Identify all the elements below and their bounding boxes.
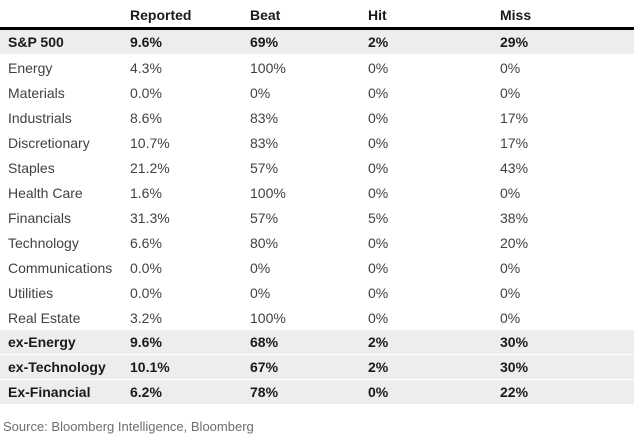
cell-hit: 0% [368, 59, 389, 76]
cell-beat: 83% [250, 109, 279, 126]
cell-miss: 30% [500, 334, 529, 350]
cell-miss: 17% [500, 134, 529, 151]
cell-reported: 4.3% [130, 59, 162, 76]
cell-hit: 2% [368, 359, 389, 375]
cell-miss: 0% [500, 309, 521, 326]
cell-miss: 29% [500, 34, 529, 50]
cell-hit: 0% [368, 234, 389, 251]
cell-miss: 20% [500, 234, 529, 251]
cell-hit: 2% [368, 334, 389, 350]
cell-reported: 10.7% [130, 134, 170, 151]
cell-beat: 69% [250, 34, 279, 50]
cell-beat: 57% [250, 209, 279, 226]
cell-beat: 100% [250, 309, 286, 326]
table-row: Staples 21.2% 57% 0% 43% [0, 155, 634, 180]
cell-sector-label: Staples [8, 159, 55, 176]
cell-beat: 57% [250, 159, 279, 176]
table-row: Communications 0.0% 0% 0% 0% [0, 255, 634, 280]
cell-beat: 100% [250, 59, 286, 76]
cell-hit: 0% [368, 134, 389, 151]
cell-hit: 0% [368, 384, 389, 400]
cell-sector-label: S&P 500 [8, 34, 64, 50]
table-row: Ex-Financial 6.2% 78% 0% 22% [0, 380, 634, 405]
cell-sector-label: Real Estate [8, 309, 81, 326]
table-row: Discretionary 10.7% 83% 0% 17% [0, 130, 634, 155]
column-header-beat: Beat [250, 6, 281, 23]
cell-miss: 0% [500, 259, 521, 276]
table-row: ex-Energy 9.6% 68% 2% 30% [0, 330, 634, 355]
table-row: Real Estate 3.2% 100% 0% 0% [0, 305, 634, 330]
cell-hit: 5% [368, 209, 389, 226]
cell-hit: 0% [368, 184, 389, 201]
table-row: Materials 0.0% 0% 0% 0% [0, 80, 634, 105]
cell-beat: 0% [250, 284, 271, 301]
column-header-miss: Miss [500, 6, 532, 23]
cell-miss: 0% [500, 59, 521, 76]
cell-miss: 0% [500, 284, 521, 301]
table-body: S&P 500 9.6% 69% 2% 29% Energy 4.3% 100%… [0, 30, 634, 405]
cell-reported: 1.6% [130, 184, 162, 201]
cell-hit: 0% [368, 84, 389, 101]
cell-hit: 0% [368, 259, 389, 276]
cell-miss: 0% [500, 184, 521, 201]
column-header-reported: Reported [130, 6, 192, 23]
cell-reported: 0.0% [130, 259, 162, 276]
cell-sector-label: Technology [8, 234, 79, 251]
cell-sector-label: Utilities [8, 284, 54, 301]
cell-sector-label: ex-Energy [8, 334, 76, 350]
table-row: Technology 6.6% 80% 0% 20% [0, 230, 634, 255]
cell-reported: 21.2% [130, 159, 170, 176]
cell-beat: 0% [250, 259, 271, 276]
cell-hit: 0% [368, 109, 389, 126]
earnings-table: Reported Beat Hit Miss S&P 500 9.6% 69% … [0, 2, 634, 405]
cell-reported: 6.6% [130, 234, 162, 251]
cell-reported: 9.6% [130, 334, 162, 350]
cell-beat: 83% [250, 134, 279, 151]
cell-reported: 8.6% [130, 109, 162, 126]
cell-sector-label: Discretionary [8, 134, 90, 151]
table-row: Utilities 0.0% 0% 0% 0% [0, 280, 634, 305]
cell-reported: 0.0% [130, 284, 162, 301]
cell-miss: 22% [500, 384, 529, 400]
cell-miss: 43% [500, 159, 529, 176]
cell-sector-label: Industrials [8, 109, 72, 126]
cell-hit: 0% [368, 309, 389, 326]
cell-sector-label: Financials [8, 209, 72, 226]
cell-hit: 0% [368, 159, 389, 176]
cell-beat: 0% [250, 84, 271, 101]
column-header-hit: Hit [368, 6, 387, 23]
cell-sector-label: Energy [8, 59, 53, 76]
cell-miss: 38% [500, 209, 529, 226]
cell-sector-label: ex-Technology [8, 359, 106, 375]
cell-beat: 80% [250, 234, 279, 251]
cell-reported: 9.6% [130, 34, 162, 50]
cell-reported: 10.1% [130, 359, 170, 375]
table-header: Reported Beat Hit Miss [0, 2, 634, 30]
cell-sector-label: Health Care [8, 184, 83, 201]
cell-miss: 30% [500, 359, 529, 375]
cell-reported: 3.2% [130, 309, 162, 326]
cell-hit: 2% [368, 34, 389, 50]
table-row: S&P 500 9.6% 69% 2% 29% [0, 30, 634, 55]
cell-reported: 0.0% [130, 84, 162, 101]
cell-sector-label: Ex-Financial [8, 384, 91, 400]
table-row: ex-Technology 10.1% 67% 2% 30% [0, 355, 634, 380]
cell-beat: 67% [250, 359, 279, 375]
table-row: Health Care 1.6% 100% 0% 0% [0, 180, 634, 205]
table-row: Industrials 8.6% 83% 0% 17% [0, 105, 634, 130]
cell-beat: 78% [250, 384, 279, 400]
cell-sector-label: Communications [8, 259, 113, 276]
cell-beat: 100% [250, 184, 286, 201]
source-note: Source: Bloomberg Intelligence, Bloomber… [3, 419, 254, 434]
cell-beat: 68% [250, 334, 279, 350]
cell-reported: 6.2% [130, 384, 162, 400]
cell-sector-label: Materials [8, 84, 65, 101]
earnings-table-figure: Reported Beat Hit Miss S&P 500 9.6% 69% … [0, 2, 634, 434]
cell-hit: 0% [368, 284, 389, 301]
cell-miss: 17% [500, 109, 529, 126]
table-row: Financials 31.3% 57% 5% 38% [0, 205, 634, 230]
cell-miss: 0% [500, 84, 521, 101]
cell-reported: 31.3% [130, 209, 170, 226]
table-row: Energy 4.3% 100% 0% 0% [0, 55, 634, 80]
